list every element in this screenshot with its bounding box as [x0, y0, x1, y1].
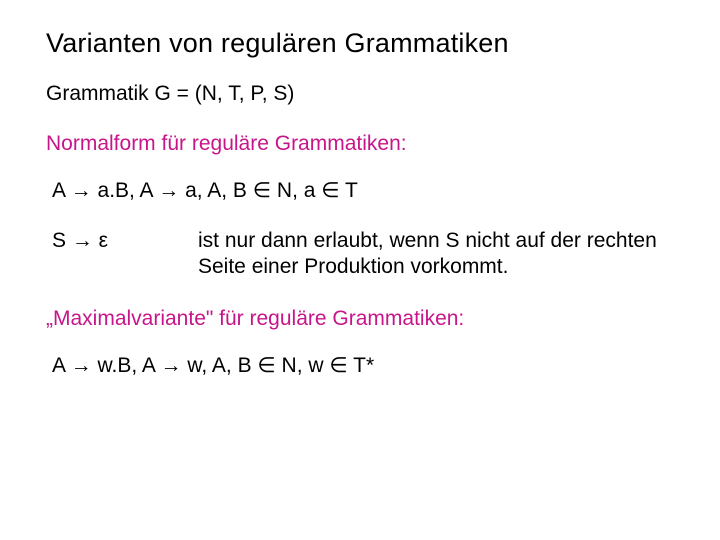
epsilon-rule: S → ε: [46, 228, 198, 281]
epsilon-note: ist nur dann erlaubt, wenn S nicht auf d…: [198, 228, 680, 281]
slide-title: Varianten von regulären Grammatiken: [46, 28, 680, 59]
grammar-definition: Grammatik G = (N, T, P, S): [46, 81, 680, 107]
normalform-rules: A → a.B, A → a, A, B ∈ N, a ∈ T: [52, 178, 680, 204]
maximal-heading: „Maximalvariante" für reguläre Grammatik…: [46, 306, 680, 332]
normalform-heading: Normalform für reguläre Grammatiken:: [46, 131, 680, 157]
slide: Varianten von regulären Grammatiken Gram…: [0, 0, 720, 540]
epsilon-block: S → ε ist nur dann erlaubt, wenn S nicht…: [46, 228, 680, 281]
maximal-rules: A → w.B, A → w, A, B ∈ N, w ∈ T*: [52, 353, 680, 379]
